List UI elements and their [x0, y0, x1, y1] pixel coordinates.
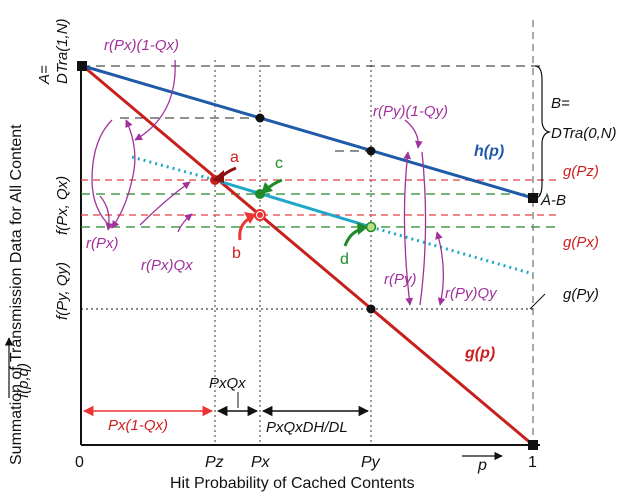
magenta-pointer-right-top: [404, 119, 423, 149]
arrow-d-head: [357, 222, 368, 235]
cyan-dotted-right: [370, 225, 534, 276]
magenta-bracket-right-lower: [435, 231, 446, 306]
label-dtra-0n: DTra(0,N): [551, 125, 617, 142]
tick-zero: 0: [75, 454, 84, 471]
cyan-line: [214, 178, 372, 229]
label-f-py-qy: f(Py, Qy): [54, 262, 71, 320]
h-line: [82, 64, 534, 200]
magenta-bracket-right-inner: [419, 151, 427, 306]
tick-pz: Pz: [205, 454, 224, 471]
label-point-c: c: [275, 155, 283, 172]
magenta-bracket-right-outer: [403, 151, 414, 306]
label-a-minus-b: A-B: [540, 192, 566, 209]
arrow-c-head: [261, 182, 273, 194]
label-r-py-qy: r(Py)Qy: [445, 285, 498, 302]
label-r-px: r(Px): [86, 235, 119, 252]
label-pxqx-dhdl: PxQxDH/DL: [266, 419, 348, 436]
label-g-pz: g(Pz): [563, 163, 599, 180]
magenta-bracket-left-inner: [111, 119, 136, 229]
label-g-py: g(Py): [563, 286, 599, 303]
label-f-px-qx: f(Px, Qx): [54, 176, 71, 235]
cyan-dotted-left: [131, 155, 216, 182]
label-r-px-1mqx: r(Px)(1-Qx): [104, 37, 179, 54]
label-pxqx: PxQx: [209, 375, 246, 392]
label-r-py-1mqy: r(Py)(1-Qy): [373, 103, 448, 120]
label-dtra-1n: DTra(1,N): [54, 18, 71, 84]
x-axis-title: Hit Probability of Cached Contents: [170, 475, 415, 492]
label-b-eq: B=: [551, 95, 570, 112]
b-brace: [534, 65, 552, 199]
square-a: [77, 61, 87, 71]
label-r-px-qx: r(Px)Qx: [141, 257, 193, 274]
label-r-py: r(Py): [384, 271, 417, 288]
point-g-py: [366, 304, 376, 314]
y-axis-title: Summation of Transmission Data for All C…: [8, 124, 25, 465]
g-line: [82, 64, 534, 447]
arrow-b: [238, 216, 251, 241]
arrow-b-head: [244, 212, 256, 224]
label-g-p: g(p): [464, 345, 495, 362]
label-a-eq: A=: [36, 65, 53, 85]
tick-one: 1: [528, 454, 537, 471]
magenta-pointer-mid: [139, 181, 191, 226]
label-h-p: h(p): [474, 143, 504, 160]
label-point-a: a: [230, 149, 239, 166]
arrow-a-head: [212, 170, 224, 183]
point-h-px: [255, 113, 265, 123]
point-b-fill: [257, 212, 263, 218]
magenta-pointer-top: [134, 59, 176, 141]
g-py-leader: [529, 293, 546, 310]
magenta-bracket-left-lower: [99, 195, 114, 231]
magenta-pointer-low: [177, 213, 193, 233]
tick-py: Py: [361, 454, 381, 471]
label-g-px: g(Px): [563, 234, 599, 251]
tick-p-vec: p: [477, 457, 487, 474]
point-h-py: [366, 146, 376, 156]
label-point-b: b: [232, 245, 241, 262]
label-f-vec: f(p,q): [15, 363, 32, 398]
label-point-d: d: [340, 251, 349, 268]
tick-px: Px: [251, 454, 271, 471]
square-one: [528, 440, 538, 450]
magenta-bracket-left-outer: [91, 119, 113, 229]
square-ab: [528, 193, 538, 203]
label-px-1mqx: Px(1-Qx): [108, 417, 168, 434]
